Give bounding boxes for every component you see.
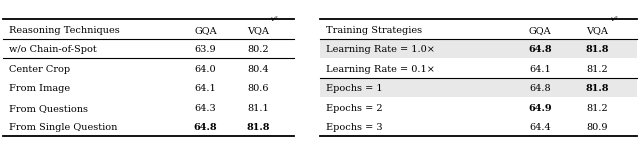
Text: Learning Rate = 0.1×: Learning Rate = 0.1×: [326, 65, 435, 74]
Text: w/o Chain-of-Spot: w/o Chain-of-Spot: [9, 45, 97, 54]
Text: Learning Rate = 1.0×: Learning Rate = 1.0×: [326, 45, 435, 54]
Text: $V^{2}$: $V^{2}$: [269, 15, 278, 24]
Text: Reasoning Techniques: Reasoning Techniques: [9, 26, 120, 35]
Text: 64.3: 64.3: [195, 104, 216, 113]
Text: 64.8: 64.8: [529, 84, 551, 93]
Text: From Single Question: From Single Question: [9, 123, 117, 132]
Text: 81.2: 81.2: [586, 65, 608, 74]
Text: Epochs = 3: Epochs = 3: [326, 123, 383, 132]
Text: 81.2: 81.2: [586, 104, 608, 113]
Text: VQA: VQA: [247, 26, 269, 35]
Text: 64.1: 64.1: [195, 84, 216, 93]
Text: Epochs = 2: Epochs = 2: [326, 104, 383, 113]
Text: 80.6: 80.6: [247, 84, 269, 93]
Text: 81.8: 81.8: [246, 123, 269, 132]
Text: 63.9: 63.9: [195, 45, 216, 54]
Text: 64.0: 64.0: [195, 65, 216, 74]
Text: From Image: From Image: [9, 84, 70, 93]
Text: 81.8: 81.8: [586, 45, 609, 54]
Text: 64.1: 64.1: [529, 65, 551, 74]
Text: 64.9: 64.9: [529, 104, 552, 113]
Text: 64.8: 64.8: [194, 123, 218, 132]
Text: From Questions: From Questions: [9, 104, 88, 113]
Text: 81.1: 81.1: [247, 104, 269, 113]
Text: VQA: VQA: [586, 26, 608, 35]
Text: Center Crop: Center Crop: [9, 65, 70, 74]
Text: 64.4: 64.4: [529, 123, 551, 132]
Text: 80.2: 80.2: [247, 45, 269, 54]
Text: 81.8: 81.8: [586, 84, 609, 93]
FancyBboxPatch shape: [320, 39, 637, 58]
Text: 80.9: 80.9: [586, 123, 608, 132]
Text: GQA: GQA: [195, 26, 217, 35]
FancyBboxPatch shape: [320, 78, 637, 97]
Text: 64.8: 64.8: [529, 45, 552, 54]
Text: Epochs = 1: Epochs = 1: [326, 84, 383, 93]
Text: $V^{2}$: $V^{2}$: [610, 15, 619, 24]
Text: GQA: GQA: [529, 26, 552, 35]
Text: Training Strategies: Training Strategies: [326, 26, 422, 35]
Text: 80.4: 80.4: [247, 65, 269, 74]
